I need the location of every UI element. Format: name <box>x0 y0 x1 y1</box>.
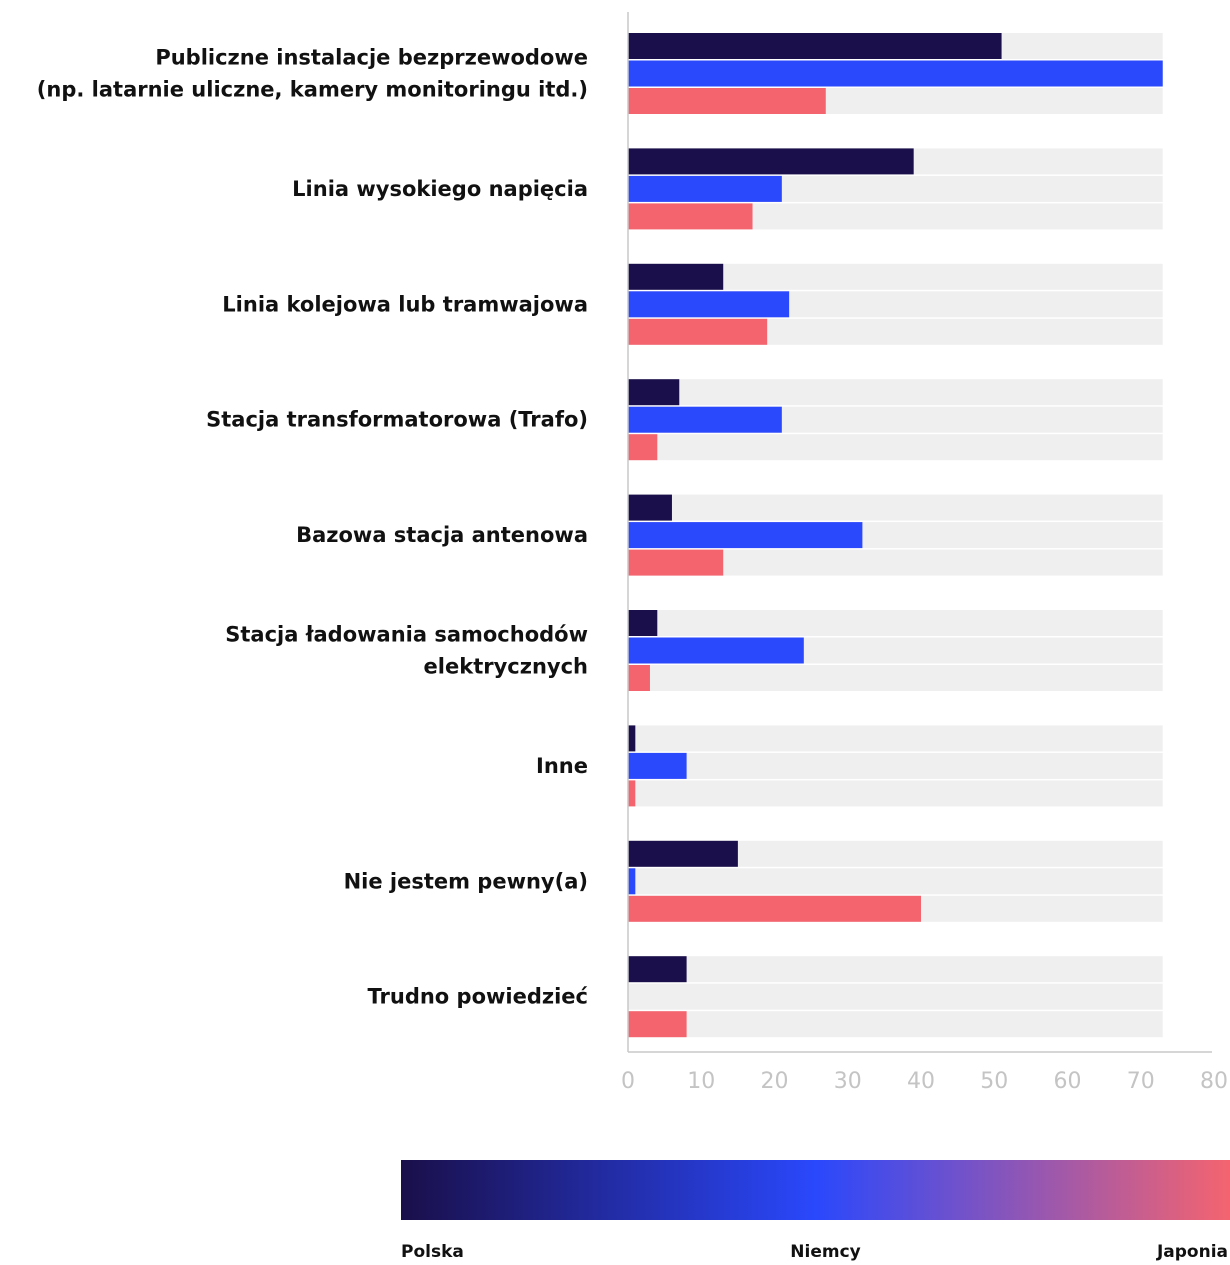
bar-polska-3 <box>628 379 680 406</box>
bar-track <box>628 494 1163 521</box>
category-label: Bazowa stacja antenowa <box>296 523 588 547</box>
bar-track <box>628 665 1163 691</box>
bar-track <box>628 725 1163 752</box>
legend-label-polska: Polska <box>401 1242 464 1262</box>
bar-niemcy-3 <box>628 406 782 433</box>
bar-track <box>628 752 1163 779</box>
bar-niemcy-2 <box>628 291 790 318</box>
bar-polska-5 <box>628 610 658 636</box>
category-label: Trudno powiedzieć <box>368 985 589 1009</box>
category-label: Inne <box>536 754 588 778</box>
bar-japonia-2 <box>628 318 768 345</box>
x-tick-label: 40 <box>907 1069 935 1094</box>
legend-label-niemcy: Niemcy <box>790 1242 860 1262</box>
bar-track <box>628 610 1163 636</box>
bar-niemcy-1 <box>628 175 782 202</box>
bar-niemcy-5 <box>628 637 804 664</box>
x-tick-label: 0 <box>621 1069 635 1094</box>
bar-niemcy-0 <box>628 60 1163 87</box>
bar-japonia-8 <box>628 1011 687 1038</box>
bar-track <box>628 434 1163 461</box>
category-label: Stacja transformatorowa (Trafo) <box>206 408 588 432</box>
bar-japonia-5 <box>628 665 650 691</box>
x-tick-label: 30 <box>834 1069 862 1094</box>
bar-japonia-0 <box>628 88 826 114</box>
bar-track <box>628 868 1163 895</box>
x-tick-label: 50 <box>980 1069 1008 1094</box>
category-label: Nie jestem pewny(a) <box>344 869 588 893</box>
bar-polska-0 <box>628 33 1002 59</box>
bar-polska-8 <box>628 956 687 983</box>
category-label: Linia kolejowa lub tramwajowa <box>222 292 588 316</box>
x-tick-label: 20 <box>761 1069 789 1094</box>
bar-japonia-3 <box>628 434 658 461</box>
bar-track <box>628 1011 1163 1038</box>
x-tick-label: 80 <box>1200 1069 1228 1094</box>
category-label: Linia wysokiego napięcia <box>292 177 588 201</box>
bar-polska-1 <box>628 148 914 175</box>
x-tick-label: 70 <box>1127 1069 1155 1094</box>
bar-niemcy-6 <box>628 752 687 779</box>
bar-track <box>628 983 1163 1010</box>
legend-gradient-bar <box>401 1160 1230 1220</box>
bar-polska-6 <box>628 725 636 752</box>
bar-japonia-6 <box>628 780 636 807</box>
bar-japonia-1 <box>628 203 753 230</box>
category-label: Publiczne instalacje bezprzewodowe (np. l… <box>37 46 588 102</box>
x-tick-label: 60 <box>1054 1069 1082 1094</box>
bar-track <box>628 780 1163 807</box>
bar-track <box>628 956 1163 983</box>
x-tick-label: 10 <box>687 1069 715 1094</box>
bar-polska-4 <box>628 494 672 521</box>
bar-niemcy-4 <box>628 522 863 549</box>
category-label: Stacja ładowania samochodów elektrycznych <box>225 623 588 679</box>
bar-japonia-4 <box>628 549 724 576</box>
bar-polska-2 <box>628 263 724 290</box>
bar-track <box>628 379 1163 406</box>
legend-label-japonia: Japonia <box>1156 1242 1228 1262</box>
bar-niemcy-7 <box>628 868 636 895</box>
bar-japonia-7 <box>628 895 921 922</box>
bar-polska-7 <box>628 840 738 867</box>
